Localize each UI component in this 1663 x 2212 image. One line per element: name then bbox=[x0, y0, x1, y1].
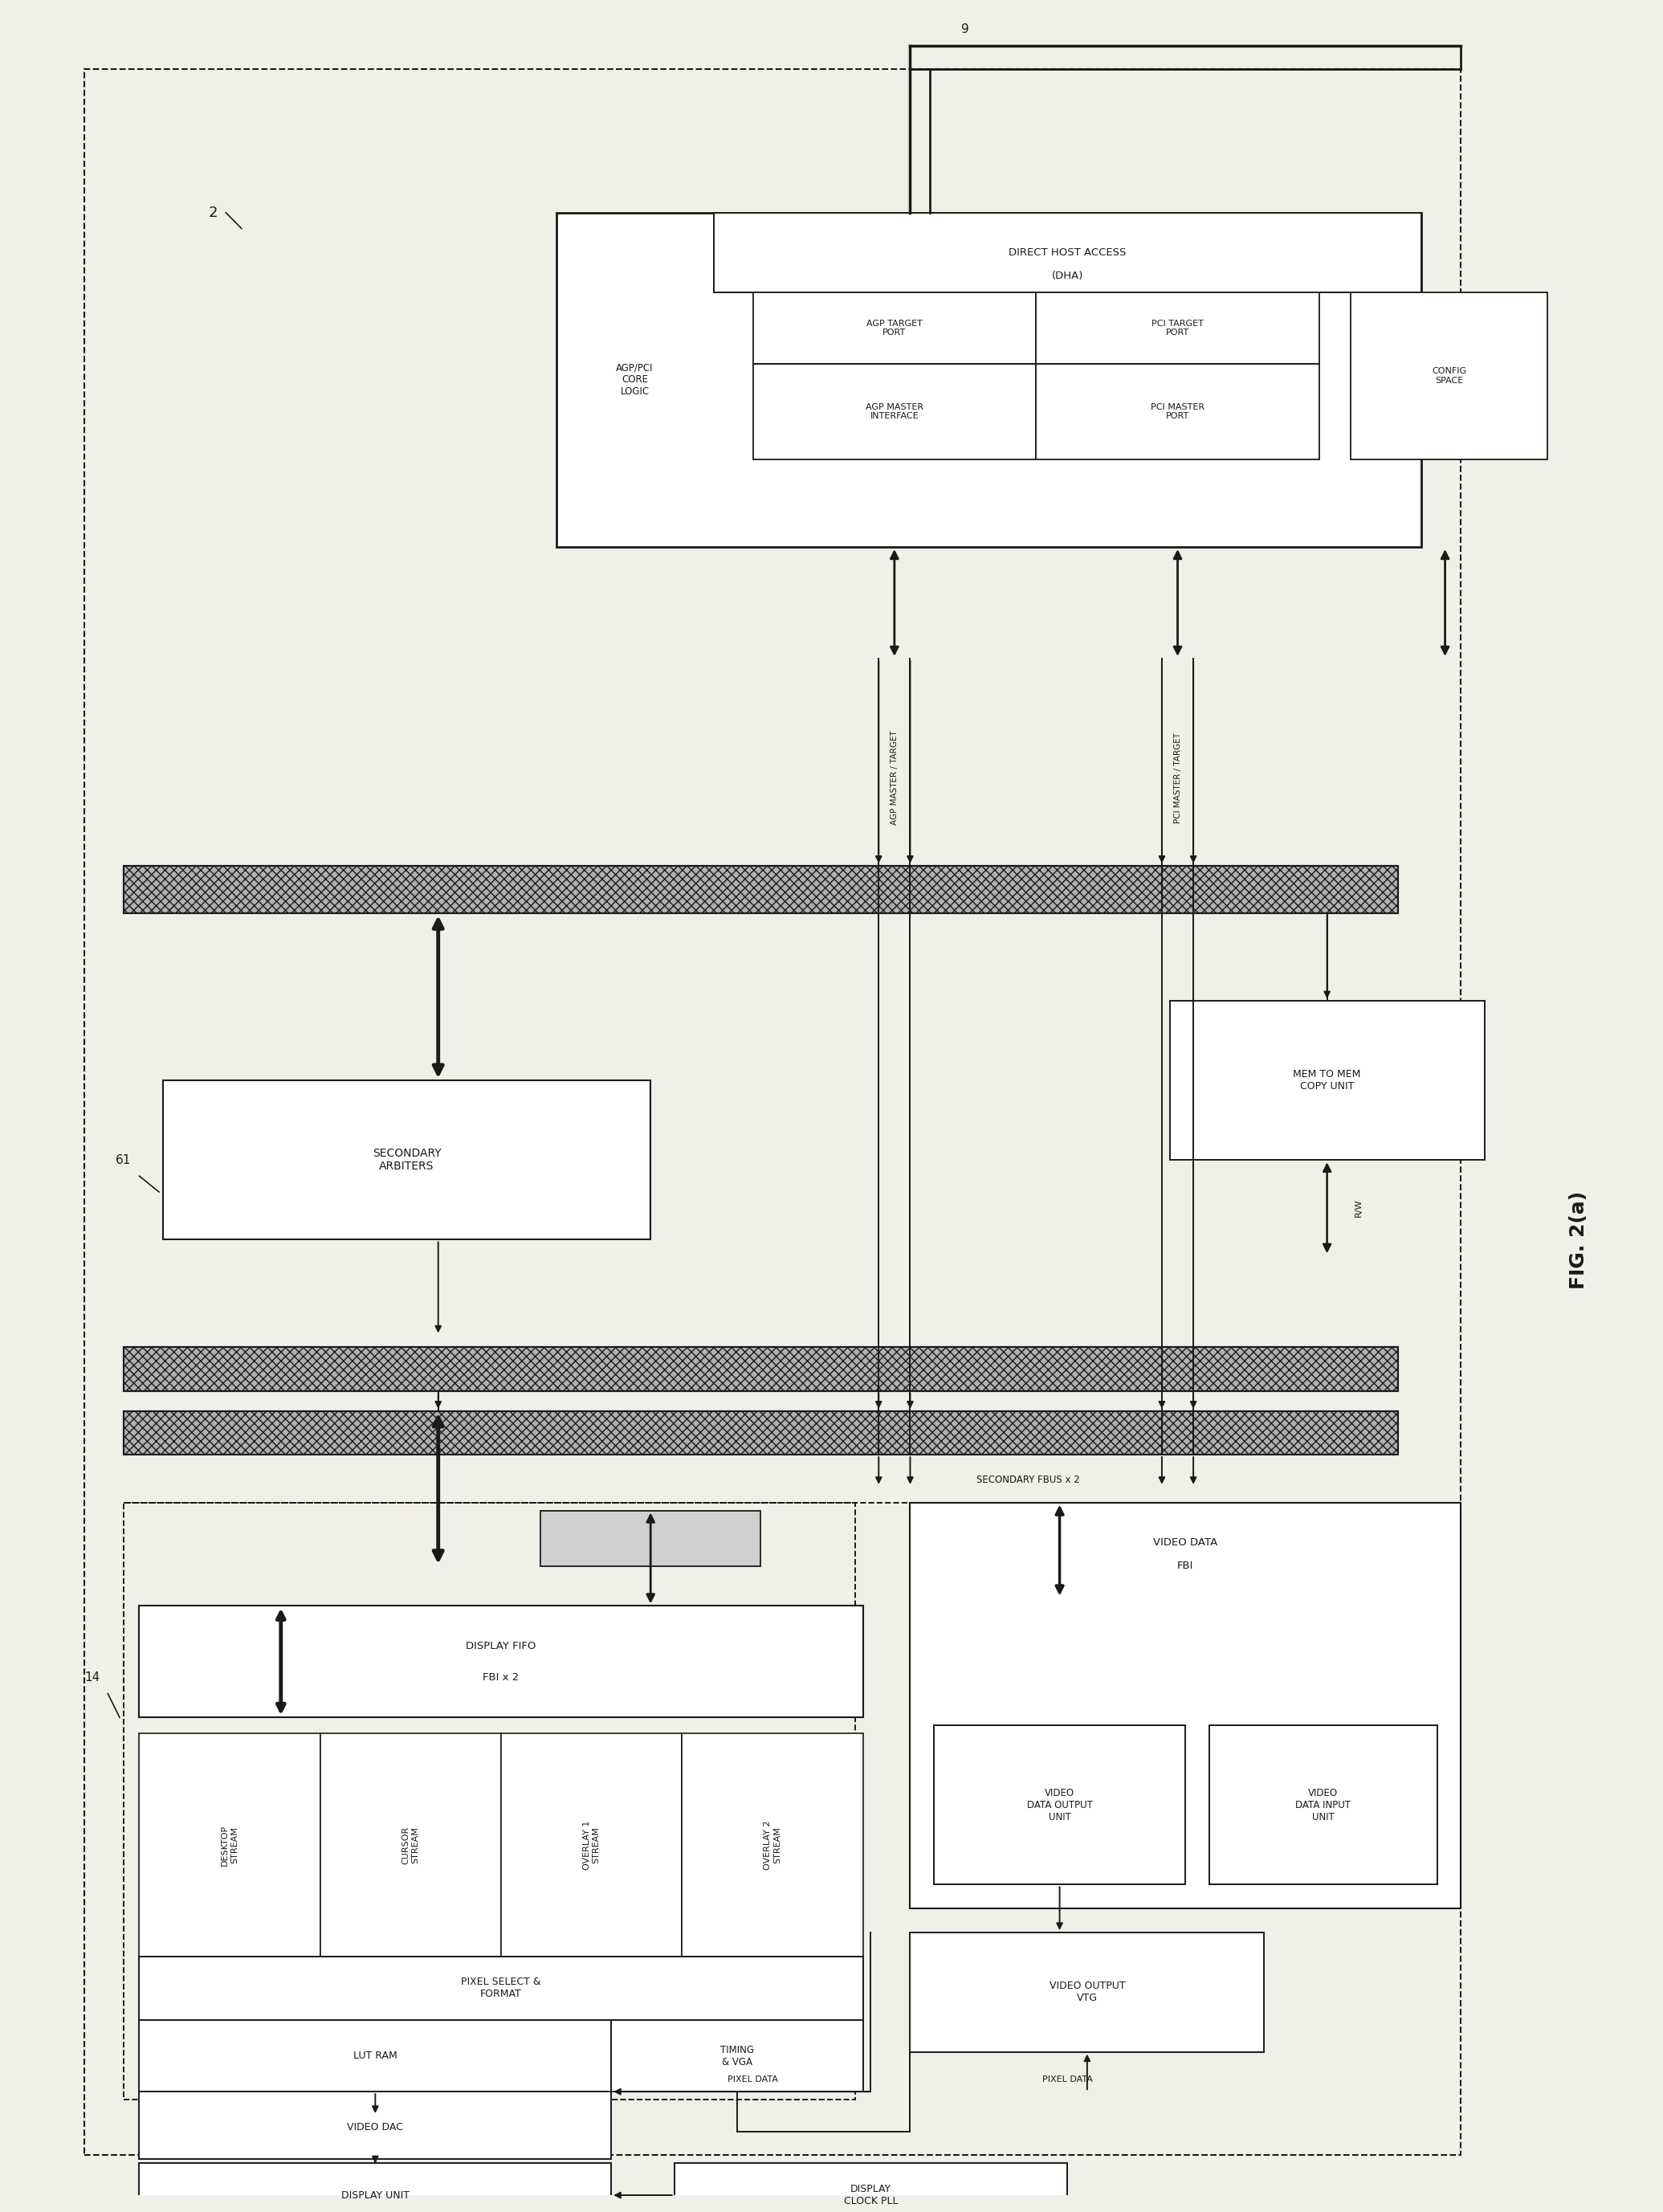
Text: R/W: R/W bbox=[1354, 1199, 1362, 1217]
Bar bbox=[123, 1411, 1399, 1455]
Text: DISPLAY
CLOCK PLL: DISPLAY CLOCK PLL bbox=[843, 2183, 898, 2205]
Text: PIXEL DATA: PIXEL DATA bbox=[1043, 2075, 1093, 2084]
Text: DISPLAY UNIT: DISPLAY UNIT bbox=[341, 2190, 409, 2201]
Text: PCI TARGET
PORT: PCI TARGET PORT bbox=[1151, 319, 1204, 336]
Bar bbox=[163, 1079, 650, 1239]
Text: TIMING
& VGA: TIMING & VGA bbox=[720, 2044, 753, 2066]
Text: CURSOR
STREAM: CURSOR STREAM bbox=[402, 1825, 419, 1865]
Bar bbox=[674, 2163, 1068, 2212]
Bar bbox=[123, 1502, 855, 2099]
Text: VIDEO DATA: VIDEO DATA bbox=[1152, 1537, 1217, 1548]
Text: AGP MASTER / TARGET: AGP MASTER / TARGET bbox=[890, 730, 898, 825]
Bar bbox=[753, 365, 1036, 460]
Text: AGP MASTER
INTERFACE: AGP MASTER INTERFACE bbox=[865, 403, 923, 420]
Text: VIDEO
DATA INPUT
UNIT: VIDEO DATA INPUT UNIT bbox=[1295, 1787, 1350, 1823]
Bar bbox=[123, 865, 1399, 914]
Bar bbox=[140, 2020, 612, 2093]
Text: PCI MASTER / TARGET: PCI MASTER / TARGET bbox=[1174, 732, 1182, 823]
Bar bbox=[140, 1734, 321, 1955]
Bar bbox=[713, 212, 1422, 292]
Bar bbox=[612, 2020, 863, 2093]
Bar bbox=[321, 1734, 501, 1955]
Text: (DHA): (DHA) bbox=[1051, 272, 1083, 281]
Bar bbox=[140, 2163, 612, 2212]
Bar bbox=[140, 2093, 612, 2159]
Text: VIDEO
DATA OUTPUT
UNIT: VIDEO DATA OUTPUT UNIT bbox=[1026, 1787, 1093, 1823]
Bar bbox=[1209, 1725, 1437, 1885]
Bar bbox=[910, 1933, 1264, 2053]
Text: LUT RAM: LUT RAM bbox=[353, 2051, 397, 2062]
Text: FIG. 2(a): FIG. 2(a) bbox=[1570, 1190, 1588, 1290]
Text: DISPLAY FIFO: DISPLAY FIFO bbox=[466, 1641, 535, 1650]
Text: CONFIG
SPACE: CONFIG SPACE bbox=[1432, 367, 1467, 385]
Bar bbox=[753, 292, 1036, 365]
Bar bbox=[85, 69, 1460, 2154]
Bar bbox=[123, 865, 1399, 914]
Text: DESKTOP
STREAM: DESKTOP STREAM bbox=[221, 1825, 238, 1865]
Text: PIXEL SELECT &
FORMAT: PIXEL SELECT & FORMAT bbox=[461, 1978, 540, 2000]
Bar bbox=[140, 1955, 863, 2020]
Text: FBI x 2: FBI x 2 bbox=[482, 1672, 519, 1683]
Bar bbox=[1036, 365, 1319, 460]
Text: 2: 2 bbox=[210, 206, 218, 219]
Text: SECONDARY FBUS x 2: SECONDARY FBUS x 2 bbox=[976, 1475, 1079, 1484]
Bar bbox=[910, 1502, 1460, 1909]
Text: MEM TO MEM
COPY UNIT: MEM TO MEM COPY UNIT bbox=[1294, 1068, 1360, 1093]
Bar bbox=[140, 1606, 863, 1717]
Text: OVERLAY 1
STREAM: OVERLAY 1 STREAM bbox=[584, 1820, 600, 1869]
Bar bbox=[1169, 1000, 1485, 1159]
Bar bbox=[555, 212, 1422, 546]
Bar bbox=[682, 1734, 863, 1955]
Bar bbox=[1350, 292, 1547, 460]
Text: VIDEO OUTPUT
VTG: VIDEO OUTPUT VTG bbox=[1049, 1982, 1126, 2004]
Bar bbox=[501, 1734, 682, 1955]
Text: PCI MASTER
PORT: PCI MASTER PORT bbox=[1151, 403, 1204, 420]
Text: 61: 61 bbox=[116, 1155, 131, 1166]
Text: AGP/PCI
CORE
LOGIC: AGP/PCI CORE LOGIC bbox=[617, 363, 654, 398]
Text: OVERLAY 2
STREAM: OVERLAY 2 STREAM bbox=[763, 1820, 782, 1869]
Text: VIDEO DAC: VIDEO DAC bbox=[348, 2121, 404, 2132]
Bar bbox=[1036, 292, 1319, 365]
Bar bbox=[123, 1411, 1399, 1455]
Bar bbox=[540, 1511, 760, 1566]
Text: SECONDARY
ARBITERS: SECONDARY ARBITERS bbox=[373, 1148, 441, 1172]
Bar bbox=[123, 1347, 1399, 1391]
Bar bbox=[123, 1347, 1399, 1391]
Bar bbox=[933, 1725, 1186, 1885]
Text: PIXEL DATA: PIXEL DATA bbox=[728, 2075, 778, 2084]
Text: 14: 14 bbox=[85, 1672, 100, 1683]
Text: 9: 9 bbox=[961, 24, 970, 35]
Text: DIRECT HOST ACCESS: DIRECT HOST ACCESS bbox=[1009, 248, 1126, 257]
Text: FBI: FBI bbox=[1177, 1562, 1194, 1571]
Text: AGP TARGET
PORT: AGP TARGET PORT bbox=[866, 319, 923, 336]
